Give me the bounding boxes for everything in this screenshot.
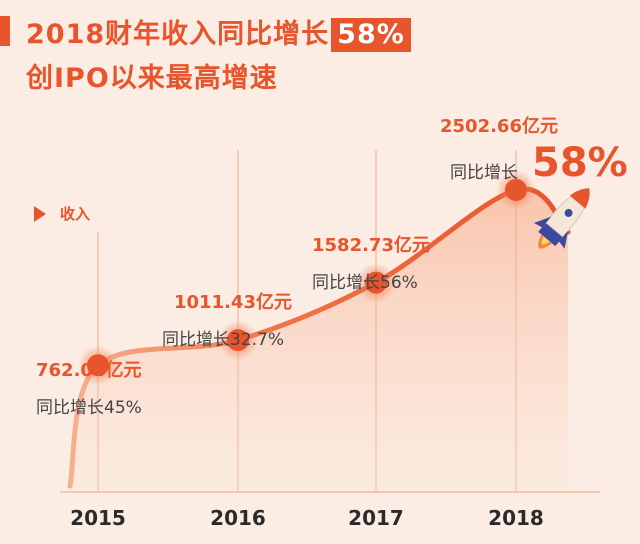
tick-label-2017: 2017 [348,506,404,530]
growth-label-2016: 同比增长32.7% [162,330,285,350]
tick-label-2018: 2018 [488,506,544,530]
value-label-2017: 1582.73亿元 [312,235,430,256]
data-point-2017 [365,271,387,294]
chart-title: 2018财年收入同比增长 58% [26,12,411,52]
legend: 收入 [34,203,90,224]
value-label-2016: 1011.43亿元 [174,292,292,313]
revenue-area [70,188,568,492]
legend-label: 收入 [60,205,91,223]
rocket-icon [533,187,590,249]
data-point-2018 [505,178,527,201]
title-prefix: 2018财年收入同比增长 [26,19,330,50]
chart-subtitle: 创IPO以来最高增速 [26,63,278,94]
title-highlight: 58% [331,18,411,52]
legend-marker-icon [34,205,46,222]
value-label-2018: 2502.66亿元 [440,116,558,137]
growth-highlight-2018: 58% [532,140,628,186]
growth-label-2015: 同比增长45% [36,398,142,418]
tick-label-2015: 2015 [70,506,126,530]
data-point-2016 [227,329,249,352]
tick-label-2016: 2016 [210,506,266,530]
value-label-2015: 762.04亿元 [36,360,142,381]
growth-label-2018: 同比增长 [450,163,518,183]
data-point-2015 [87,354,109,377]
title-accent-bar [0,16,10,46]
growth-label-2017: 同比增长56% [312,273,418,293]
